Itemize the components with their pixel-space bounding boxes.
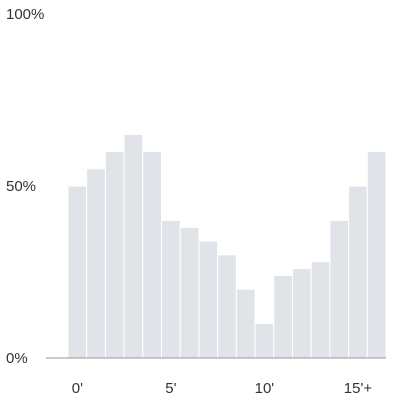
x-tick-label: 10' [255,380,275,397]
y-tick-label: 50% [6,178,36,195]
y-tick-label: 0% [6,350,28,367]
histogram-bar [162,220,181,358]
histogram-bar [105,152,124,358]
histogram-bar [349,186,368,358]
histogram-bar [218,255,237,358]
x-tick-label: 15'+ [344,380,373,397]
y-tick-label: 100% [6,6,44,23]
histogram-bar [236,289,255,358]
histogram-bar [274,275,293,358]
histogram-bar [143,152,162,358]
histogram-bar [367,152,386,358]
histogram-bar [330,220,349,358]
histogram-bar [87,169,106,358]
x-tick-label: 0' [72,380,83,397]
bars-group [68,134,386,358]
histogram-bar [311,262,330,358]
x-tick-label: 5' [165,380,176,397]
histogram-bar [68,186,87,358]
histogram-bar [124,134,143,358]
histogram-bar [180,227,199,358]
histogram-bar [292,269,311,358]
histogram-bar [199,241,218,358]
histogram-bar [255,324,274,358]
